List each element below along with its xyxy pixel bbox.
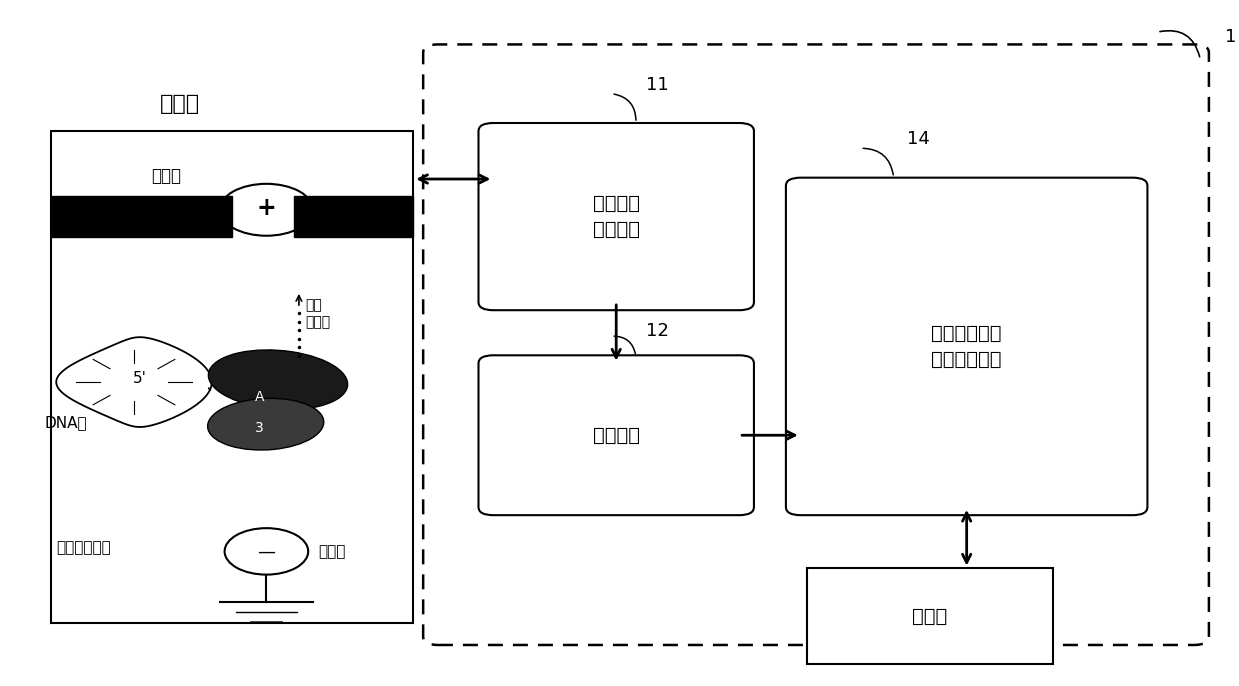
- Text: 3: 3: [255, 421, 264, 435]
- Text: 限制性外切酶: 限制性外切酶: [57, 541, 112, 556]
- Text: +: +: [256, 196, 276, 220]
- Bar: [51, 131, 414, 623]
- Text: A: A: [255, 390, 264, 404]
- Bar: [294, 196, 414, 237]
- Ellipse shape: [208, 399, 323, 450]
- Text: 计算机: 计算机: [912, 607, 948, 626]
- Text: 1: 1: [1225, 28, 1237, 46]
- Bar: [807, 569, 1053, 664]
- Text: 11: 11: [646, 75, 669, 93]
- Text: 负电极: 负电极: [318, 544, 346, 559]
- FancyBboxPatch shape: [478, 123, 755, 310]
- Text: 电泳池: 电泳池: [160, 94, 199, 114]
- Text: 5': 5': [134, 371, 147, 386]
- FancyBboxPatch shape: [786, 178, 1147, 515]
- Text: 正电极: 正电极: [151, 167, 182, 185]
- Ellipse shape: [208, 350, 348, 410]
- Text: 电流电压
变探电路: 电流电压 变探电路: [592, 194, 639, 239]
- Text: 调理电路: 调理电路: [592, 426, 639, 445]
- Text: 12: 12: [646, 322, 669, 340]
- Text: 14: 14: [907, 130, 929, 148]
- FancyBboxPatch shape: [478, 355, 755, 515]
- Bar: [51, 196, 232, 237]
- Text: 固态
纳米孔: 固态 纳米孔: [305, 298, 330, 329]
- Text: —: —: [258, 543, 275, 560]
- Text: 碘基特征信号
数据采集电路: 碘基特征信号 数据采集电路: [932, 324, 1002, 369]
- Text: DNA镰: DNA镰: [45, 416, 87, 431]
